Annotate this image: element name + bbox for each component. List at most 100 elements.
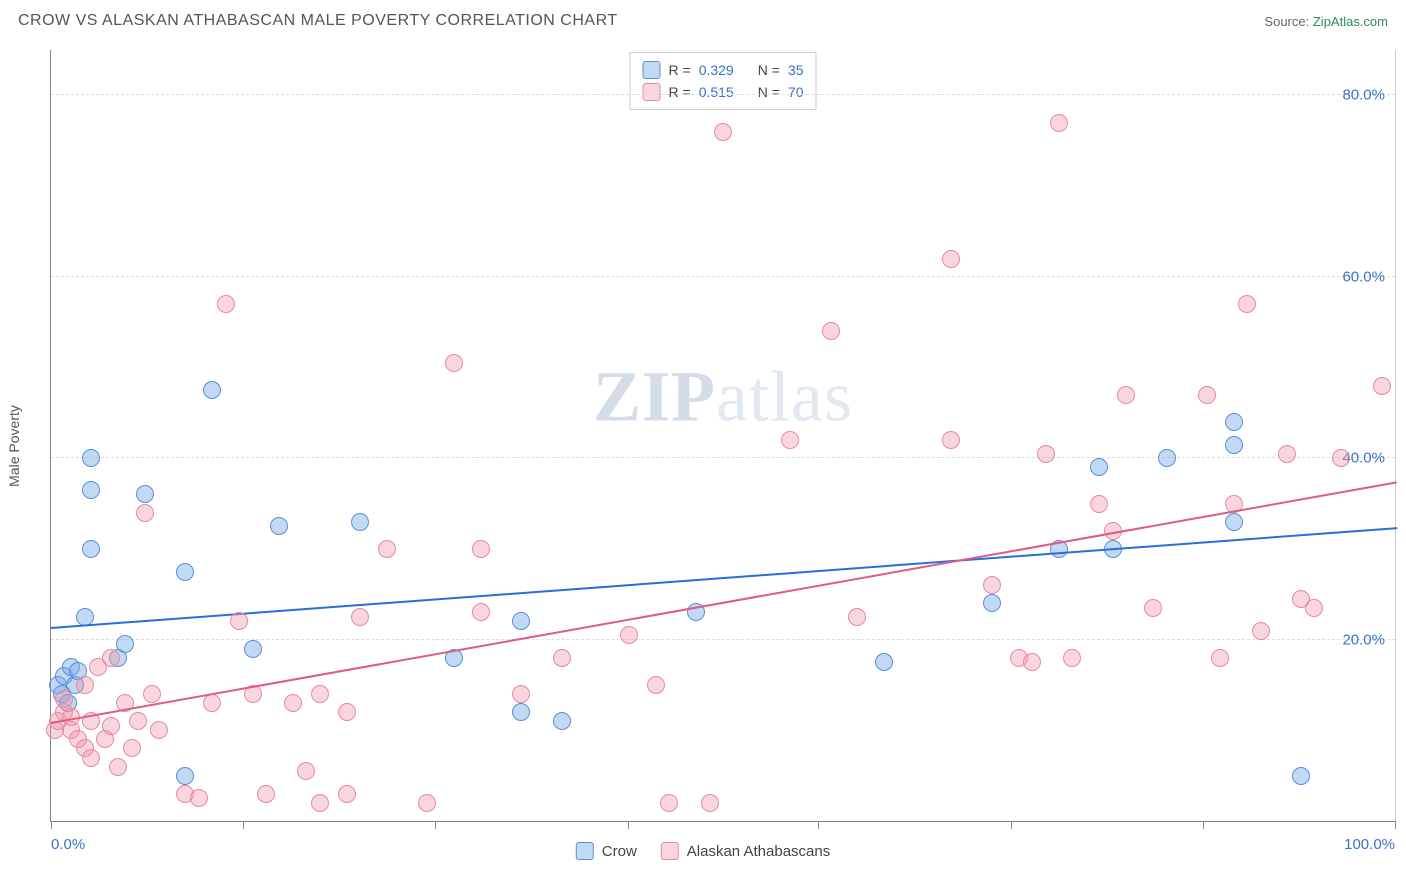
scatter-point	[1050, 114, 1068, 132]
scatter-point	[1037, 445, 1055, 463]
scatter-point	[781, 431, 799, 449]
stat-r-value: 0.515	[699, 81, 734, 103]
scatter-point	[445, 354, 463, 372]
scatter-point	[338, 785, 356, 803]
scatter-point	[230, 612, 248, 630]
scatter-point	[203, 381, 221, 399]
scatter-point	[983, 594, 1001, 612]
scatter-point	[351, 608, 369, 626]
plot-area: ZIPatlas R =0.329N =35R =0.515N =70 20.0…	[50, 50, 1396, 822]
scatter-point	[875, 653, 893, 671]
gridline	[51, 457, 1395, 458]
scatter-point	[82, 540, 100, 558]
scatter-point	[1278, 445, 1296, 463]
header: CROW VS ALASKAN ATHABASCAN MALE POVERTY …	[18, 12, 1388, 30]
gridline	[51, 276, 1395, 277]
x-tick	[628, 821, 629, 829]
scatter-point	[102, 649, 120, 667]
scatter-point	[1225, 413, 1243, 431]
scatter-point	[512, 703, 530, 721]
watermark: ZIPatlas	[593, 355, 853, 438]
scatter-point	[848, 608, 866, 626]
scatter-point	[116, 635, 134, 653]
scatter-point	[647, 676, 665, 694]
legend-item: Crow	[576, 842, 637, 860]
scatter-point	[472, 540, 490, 558]
scatter-point	[244, 640, 262, 658]
scatter-point	[1225, 513, 1243, 531]
scatter-point	[378, 540, 396, 558]
scatter-point	[311, 685, 329, 703]
scatter-point	[660, 794, 678, 812]
scatter-point	[190, 789, 208, 807]
scatter-point	[351, 513, 369, 531]
scatter-point	[1211, 649, 1229, 667]
scatter-point	[1198, 386, 1216, 404]
legend-swatch	[643, 83, 661, 101]
scatter-point	[1373, 377, 1391, 395]
scatter-point	[82, 749, 100, 767]
scatter-point	[1023, 653, 1041, 671]
trend-line	[51, 481, 1397, 724]
x-tick	[1395, 821, 1396, 829]
scatter-point	[176, 767, 194, 785]
x-tick	[1011, 821, 1012, 829]
stat-n-value: 35	[788, 59, 804, 81]
scatter-point	[82, 449, 100, 467]
stats-legend: R =0.329N =35R =0.515N =70	[630, 52, 817, 110]
scatter-point	[1144, 599, 1162, 617]
stat-n-label: N =	[758, 59, 780, 81]
scatter-point	[338, 703, 356, 721]
scatter-point	[217, 295, 235, 313]
scatter-point	[143, 685, 161, 703]
scatter-point	[1117, 386, 1135, 404]
scatter-point	[270, 517, 288, 535]
chart-container: CROW VS ALASKAN ATHABASCAN MALE POVERTY …	[0, 0, 1406, 892]
x-tick	[1203, 821, 1204, 829]
scatter-point	[55, 690, 73, 708]
scatter-point	[714, 123, 732, 141]
scatter-point	[620, 626, 638, 644]
scatter-point	[1252, 622, 1270, 640]
scatter-point	[942, 250, 960, 268]
stat-n-value: 70	[788, 81, 804, 103]
scatter-point	[1090, 458, 1108, 476]
scatter-point	[257, 785, 275, 803]
scatter-point	[109, 758, 127, 776]
scatter-point	[942, 431, 960, 449]
scatter-point	[136, 504, 154, 522]
scatter-point	[1292, 767, 1310, 785]
scatter-point	[136, 485, 154, 503]
legend-label: Alaskan Athabascans	[687, 843, 830, 860]
scatter-point	[102, 717, 120, 735]
scatter-point	[176, 563, 194, 581]
x-tick-label: 100.0%	[1344, 836, 1395, 853]
x-tick	[818, 821, 819, 829]
scatter-point	[150, 721, 168, 739]
legend-swatch	[576, 842, 594, 860]
scatter-point	[553, 712, 571, 730]
scatter-point	[203, 694, 221, 712]
scatter-point	[1305, 599, 1323, 617]
scatter-point	[1238, 295, 1256, 313]
scatter-point	[553, 649, 571, 667]
x-tick-label: 0.0%	[51, 836, 85, 853]
scatter-point	[123, 739, 141, 757]
scatter-point	[1332, 449, 1350, 467]
scatter-point	[284, 694, 302, 712]
scatter-point	[822, 322, 840, 340]
scatter-point	[1225, 436, 1243, 454]
y-tick-label: 20.0%	[1342, 631, 1385, 648]
scatter-point	[129, 712, 147, 730]
y-tick-label: 80.0%	[1342, 87, 1385, 104]
scatter-point	[297, 762, 315, 780]
scatter-point	[418, 794, 436, 812]
scatter-point	[512, 612, 530, 630]
scatter-point	[512, 685, 530, 703]
stats-legend-row: R =0.515N =70	[643, 81, 804, 103]
scatter-point	[472, 603, 490, 621]
source-link[interactable]: ZipAtlas.com	[1313, 14, 1388, 29]
chart-title: CROW VS ALASKAN ATHABASCAN MALE POVERTY …	[18, 12, 618, 30]
gridline	[51, 94, 1395, 95]
source-label: Source: ZipAtlas.com	[1264, 14, 1388, 29]
